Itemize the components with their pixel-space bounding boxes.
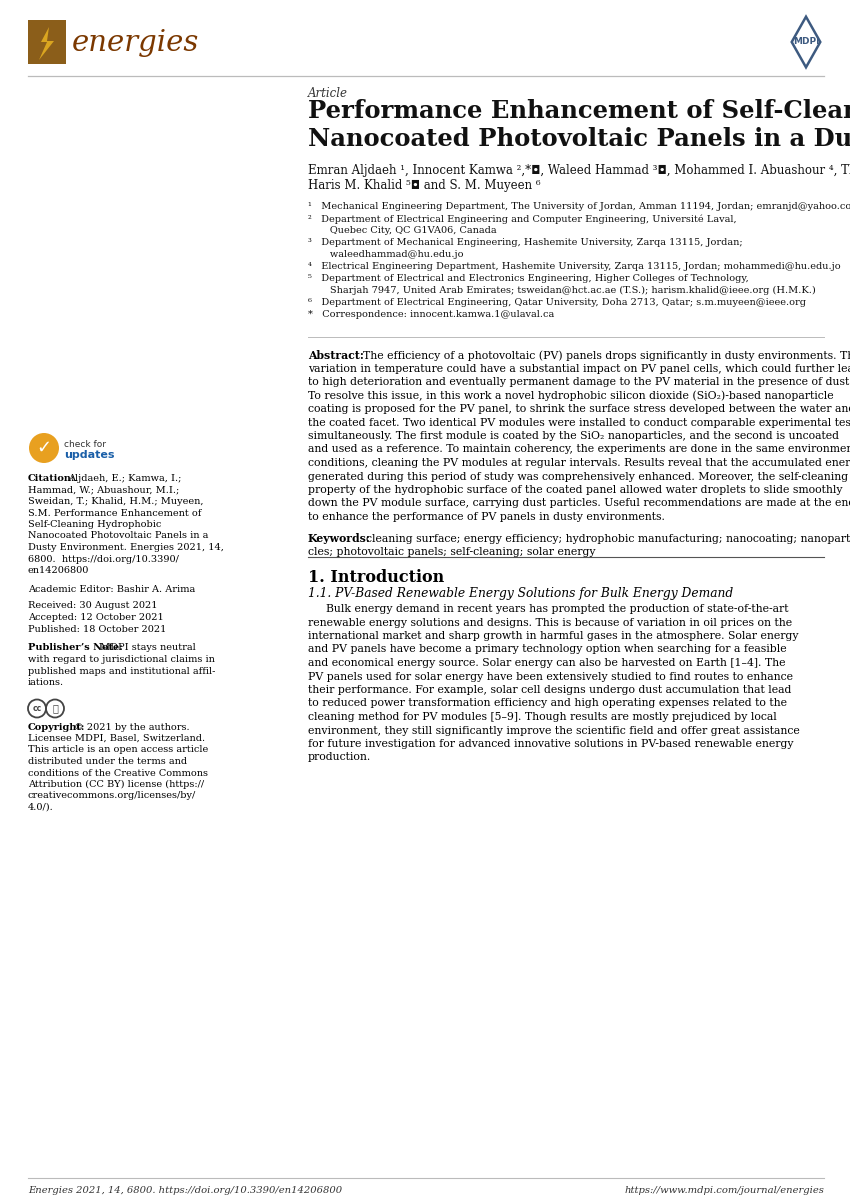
Text: energies: energies <box>72 29 200 56</box>
Text: Emran Aljdaeh ¹, Innocent Kamwa ²,*◘, Waleed Hammad ³◘, Mohammed I. Abuashour ⁴,: Emran Aljdaeh ¹, Innocent Kamwa ²,*◘, Wa… <box>308 163 850 177</box>
Text: coating is proposed for the PV panel, to shrink the surface stress developed bet: coating is proposed for the PV panel, to… <box>308 404 850 413</box>
Text: Article: Article <box>308 87 348 100</box>
Text: Performance Enhancement of Self-Cleaning Hydrophobic: Performance Enhancement of Self-Cleaning… <box>308 99 850 123</box>
Text: for future investigation for advanced innovative solutions in PV-based renewable: for future investigation for advanced in… <box>308 739 794 749</box>
Text: Nanocoated Photovoltaic Panels in a: Nanocoated Photovoltaic Panels in a <box>28 531 208 541</box>
Text: with regard to jurisdictional claims in: with regard to jurisdictional claims in <box>28 655 215 664</box>
Text: Sweidan, T.; Khalid, H.M.; Muyeen,: Sweidan, T.; Khalid, H.M.; Muyeen, <box>28 496 203 506</box>
Text: Accepted: 12 October 2021: Accepted: 12 October 2021 <box>28 613 164 623</box>
Text: Quebec City, QC G1VA06, Canada: Quebec City, QC G1VA06, Canada <box>308 226 496 236</box>
Text: variation in temperature could have a substantial impact on PV panel cells, whic: variation in temperature could have a su… <box>308 363 850 374</box>
Text: cc: cc <box>32 704 42 713</box>
Text: generated during this period of study was comprehensively enhanced. Moreover, th: generated during this period of study wa… <box>308 471 848 482</box>
Text: Energies 2021, 14, 6800. https://doi.org/10.3390/en14206800: Energies 2021, 14, 6800. https://doi.org… <box>28 1186 342 1195</box>
Text: conditions of the Creative Commons: conditions of the Creative Commons <box>28 768 208 778</box>
Text: The efficiency of a photovoltaic (PV) panels drops significantly in dusty enviro: The efficiency of a photovoltaic (PV) pa… <box>363 350 850 361</box>
Text: cleaning method for PV modules [5–9]. Though results are mostly prejudiced by lo: cleaning method for PV modules [5–9]. Th… <box>308 712 777 722</box>
Text: Ⓘ: Ⓘ <box>52 703 58 714</box>
Text: international market and sharp growth in harmful gases in the atmosphere. Solar : international market and sharp growth in… <box>308 631 798 641</box>
Text: cles; photovoltaic panels; self-cleaning; solar energy: cles; photovoltaic panels; self-cleaning… <box>308 547 596 557</box>
Text: to reduced power transformation efficiency and high operating expenses related t: to reduced power transformation efficien… <box>308 698 787 708</box>
Text: ⁴   Electrical Engineering Department, Hashemite University, Zarqa 13115, Jordan: ⁴ Electrical Engineering Department, Has… <box>308 262 841 270</box>
Text: production.: production. <box>308 752 371 762</box>
Text: iations.: iations. <box>28 678 64 688</box>
Text: Dusty Environment. Energies 2021, 14,: Dusty Environment. Energies 2021, 14, <box>28 543 224 552</box>
Text: to high deterioration and eventually permanent damage to the PV material in the : to high deterioration and eventually per… <box>308 377 850 387</box>
Text: check for: check for <box>64 440 106 450</box>
Text: Citation:: Citation: <box>28 474 76 483</box>
Text: down the PV module surface, carrying dust particles. Useful recommendations are : down the PV module surface, carrying dus… <box>308 499 850 508</box>
Text: to enhance the performance of PV panels in dusty environments.: to enhance the performance of PV panels … <box>308 512 665 522</box>
Text: *   Correspondence: innocent.kamwa.1@ulaval.ca: * Correspondence: innocent.kamwa.1@ulava… <box>308 310 554 319</box>
Text: Academic Editor: Bashir A. Arima: Academic Editor: Bashir A. Arima <box>28 585 196 595</box>
Text: conditions, cleaning the PV modules at regular intervals. Results reveal that th: conditions, cleaning the PV modules at r… <box>308 458 850 468</box>
Text: 6800.  https://doi.org/10.3390/: 6800. https://doi.org/10.3390/ <box>28 554 178 564</box>
Text: To resolve this issue, in this work a novel hydrophobic silicon dioxide (SiO₂)-b: To resolve this issue, in this work a no… <box>308 391 834 401</box>
Text: and economical energy source. Solar energy can also be harvested on Earth [1–4].: and economical energy source. Solar ener… <box>308 657 785 668</box>
Text: Licensee MDPI, Basel, Switzerland.: Licensee MDPI, Basel, Switzerland. <box>28 734 205 743</box>
Text: Sharjah 7947, United Arab Emirates; tsweidan@hct.ac.ae (T.S.); harism.khalid@iee: Sharjah 7947, United Arab Emirates; tswe… <box>308 286 816 296</box>
Text: Bulk energy demand in recent years has prompted the production of state-of-the-a: Bulk energy demand in recent years has p… <box>326 603 789 614</box>
Text: Copyright:: Copyright: <box>28 722 85 732</box>
Polygon shape <box>39 26 54 60</box>
Text: the coated facet. Two identical PV modules were installed to conduct comparable : the coated facet. Two identical PV modul… <box>308 417 850 428</box>
Text: environment, they still significantly improve the scientific field and offer gre: environment, they still significantly im… <box>308 726 800 736</box>
Text: © 2021 by the authors.: © 2021 by the authors. <box>74 722 190 732</box>
Text: renewable energy solutions and designs. This is because of variation in oil pric: renewable energy solutions and designs. … <box>308 618 792 627</box>
Text: ³   Department of Mechanical Engineering, Hashemite University, Zarqa 13115, Jor: ³ Department of Mechanical Engineering, … <box>308 238 743 246</box>
Text: Hammad, W.; Abuashour, M.I.;: Hammad, W.; Abuashour, M.I.; <box>28 486 179 494</box>
Text: en14206800: en14206800 <box>28 566 89 575</box>
Text: MDPI stays neutral: MDPI stays neutral <box>100 643 196 653</box>
Text: PV panels used for solar energy have been extensively studied to find routes to : PV panels used for solar energy have bee… <box>308 672 793 682</box>
Text: Attribution (CC BY) license (https://: Attribution (CC BY) license (https:// <box>28 780 204 790</box>
Text: ⁶   Department of Electrical Engineering, Qatar University, Doha 2713, Qatar; s.: ⁶ Department of Electrical Engineering, … <box>308 298 806 307</box>
Text: and PV panels have become a primary technology option when searching for a feasi: and PV panels have become a primary tech… <box>308 644 786 655</box>
Text: Abstract:: Abstract: <box>308 350 364 361</box>
Text: property of the hydrophobic surface of the coated panel allowed water droplets t: property of the hydrophobic surface of t… <box>308 484 842 495</box>
Text: Nanocoated Photovoltaic Panels in a Dusty Environment: Nanocoated Photovoltaic Panels in a Dust… <box>308 127 850 151</box>
Text: their performance. For example, solar cell designs undergo dust accumulation tha: their performance. For example, solar ce… <box>308 685 791 695</box>
Text: MDPI: MDPI <box>793 37 819 47</box>
Text: Received: 30 August 2021: Received: 30 August 2021 <box>28 601 157 611</box>
Text: and used as a reference. To maintain coherency, the experiments are done in the : and used as a reference. To maintain coh… <box>308 445 850 454</box>
Text: ✓: ✓ <box>37 439 52 457</box>
Text: https://www.mdpi.com/journal/energies: https://www.mdpi.com/journal/energies <box>624 1186 824 1195</box>
Text: 1.1. PV-Based Renewable Energy Solutions for Bulk Energy Demand: 1.1. PV-Based Renewable Energy Solutions… <box>308 587 734 600</box>
Text: ⁵   Department of Electrical and Electronics Engineering, Higher Colleges of Tec: ⁵ Department of Electrical and Electroni… <box>308 274 749 282</box>
Text: waleedhammad@hu.edu.jo: waleedhammad@hu.edu.jo <box>308 250 463 258</box>
Text: Keywords:: Keywords: <box>308 534 371 545</box>
Text: simultaneously. The first module is coated by the SiO₂ nanoparticles, and the se: simultaneously. The first module is coat… <box>308 432 839 441</box>
Text: This article is an open access article: This article is an open access article <box>28 745 208 755</box>
Text: updates: updates <box>64 450 115 460</box>
Text: ¹   Mechanical Engineering Department, The University of Jordan, Amman 11194, Jo: ¹ Mechanical Engineering Department, The… <box>308 202 850 212</box>
Text: creativecommons.org/licenses/by/: creativecommons.org/licenses/by/ <box>28 791 196 801</box>
Circle shape <box>29 433 59 463</box>
Text: Haris M. Khalid ⁵◘ and S. M. Muyeen ⁶: Haris M. Khalid ⁵◘ and S. M. Muyeen ⁶ <box>308 179 541 192</box>
Text: cleaning surface; energy efficiency; hydrophobic manufacturing; nanocoating; nan: cleaning surface; energy efficiency; hyd… <box>366 534 850 543</box>
Text: 1. Introduction: 1. Introduction <box>308 569 445 587</box>
Text: 4.0/).: 4.0/). <box>28 803 54 813</box>
Text: ²   Department of Electrical Engineering and Computer Engineering, Université La: ² Department of Electrical Engineering a… <box>308 214 737 224</box>
Text: Aljdaeh, E.; Kamwa, I.;: Aljdaeh, E.; Kamwa, I.; <box>68 474 181 483</box>
Text: Publisher’s Note:: Publisher’s Note: <box>28 643 122 653</box>
Text: distributed under the terms and: distributed under the terms and <box>28 757 187 766</box>
Text: Published: 18 October 2021: Published: 18 October 2021 <box>28 625 167 635</box>
Text: S.M. Performance Enhancement of: S.M. Performance Enhancement of <box>28 508 201 518</box>
Text: published maps and institutional affil-: published maps and institutional affil- <box>28 666 215 676</box>
Text: Self-Cleaning Hydrophobic: Self-Cleaning Hydrophobic <box>28 520 162 529</box>
FancyBboxPatch shape <box>28 20 66 64</box>
